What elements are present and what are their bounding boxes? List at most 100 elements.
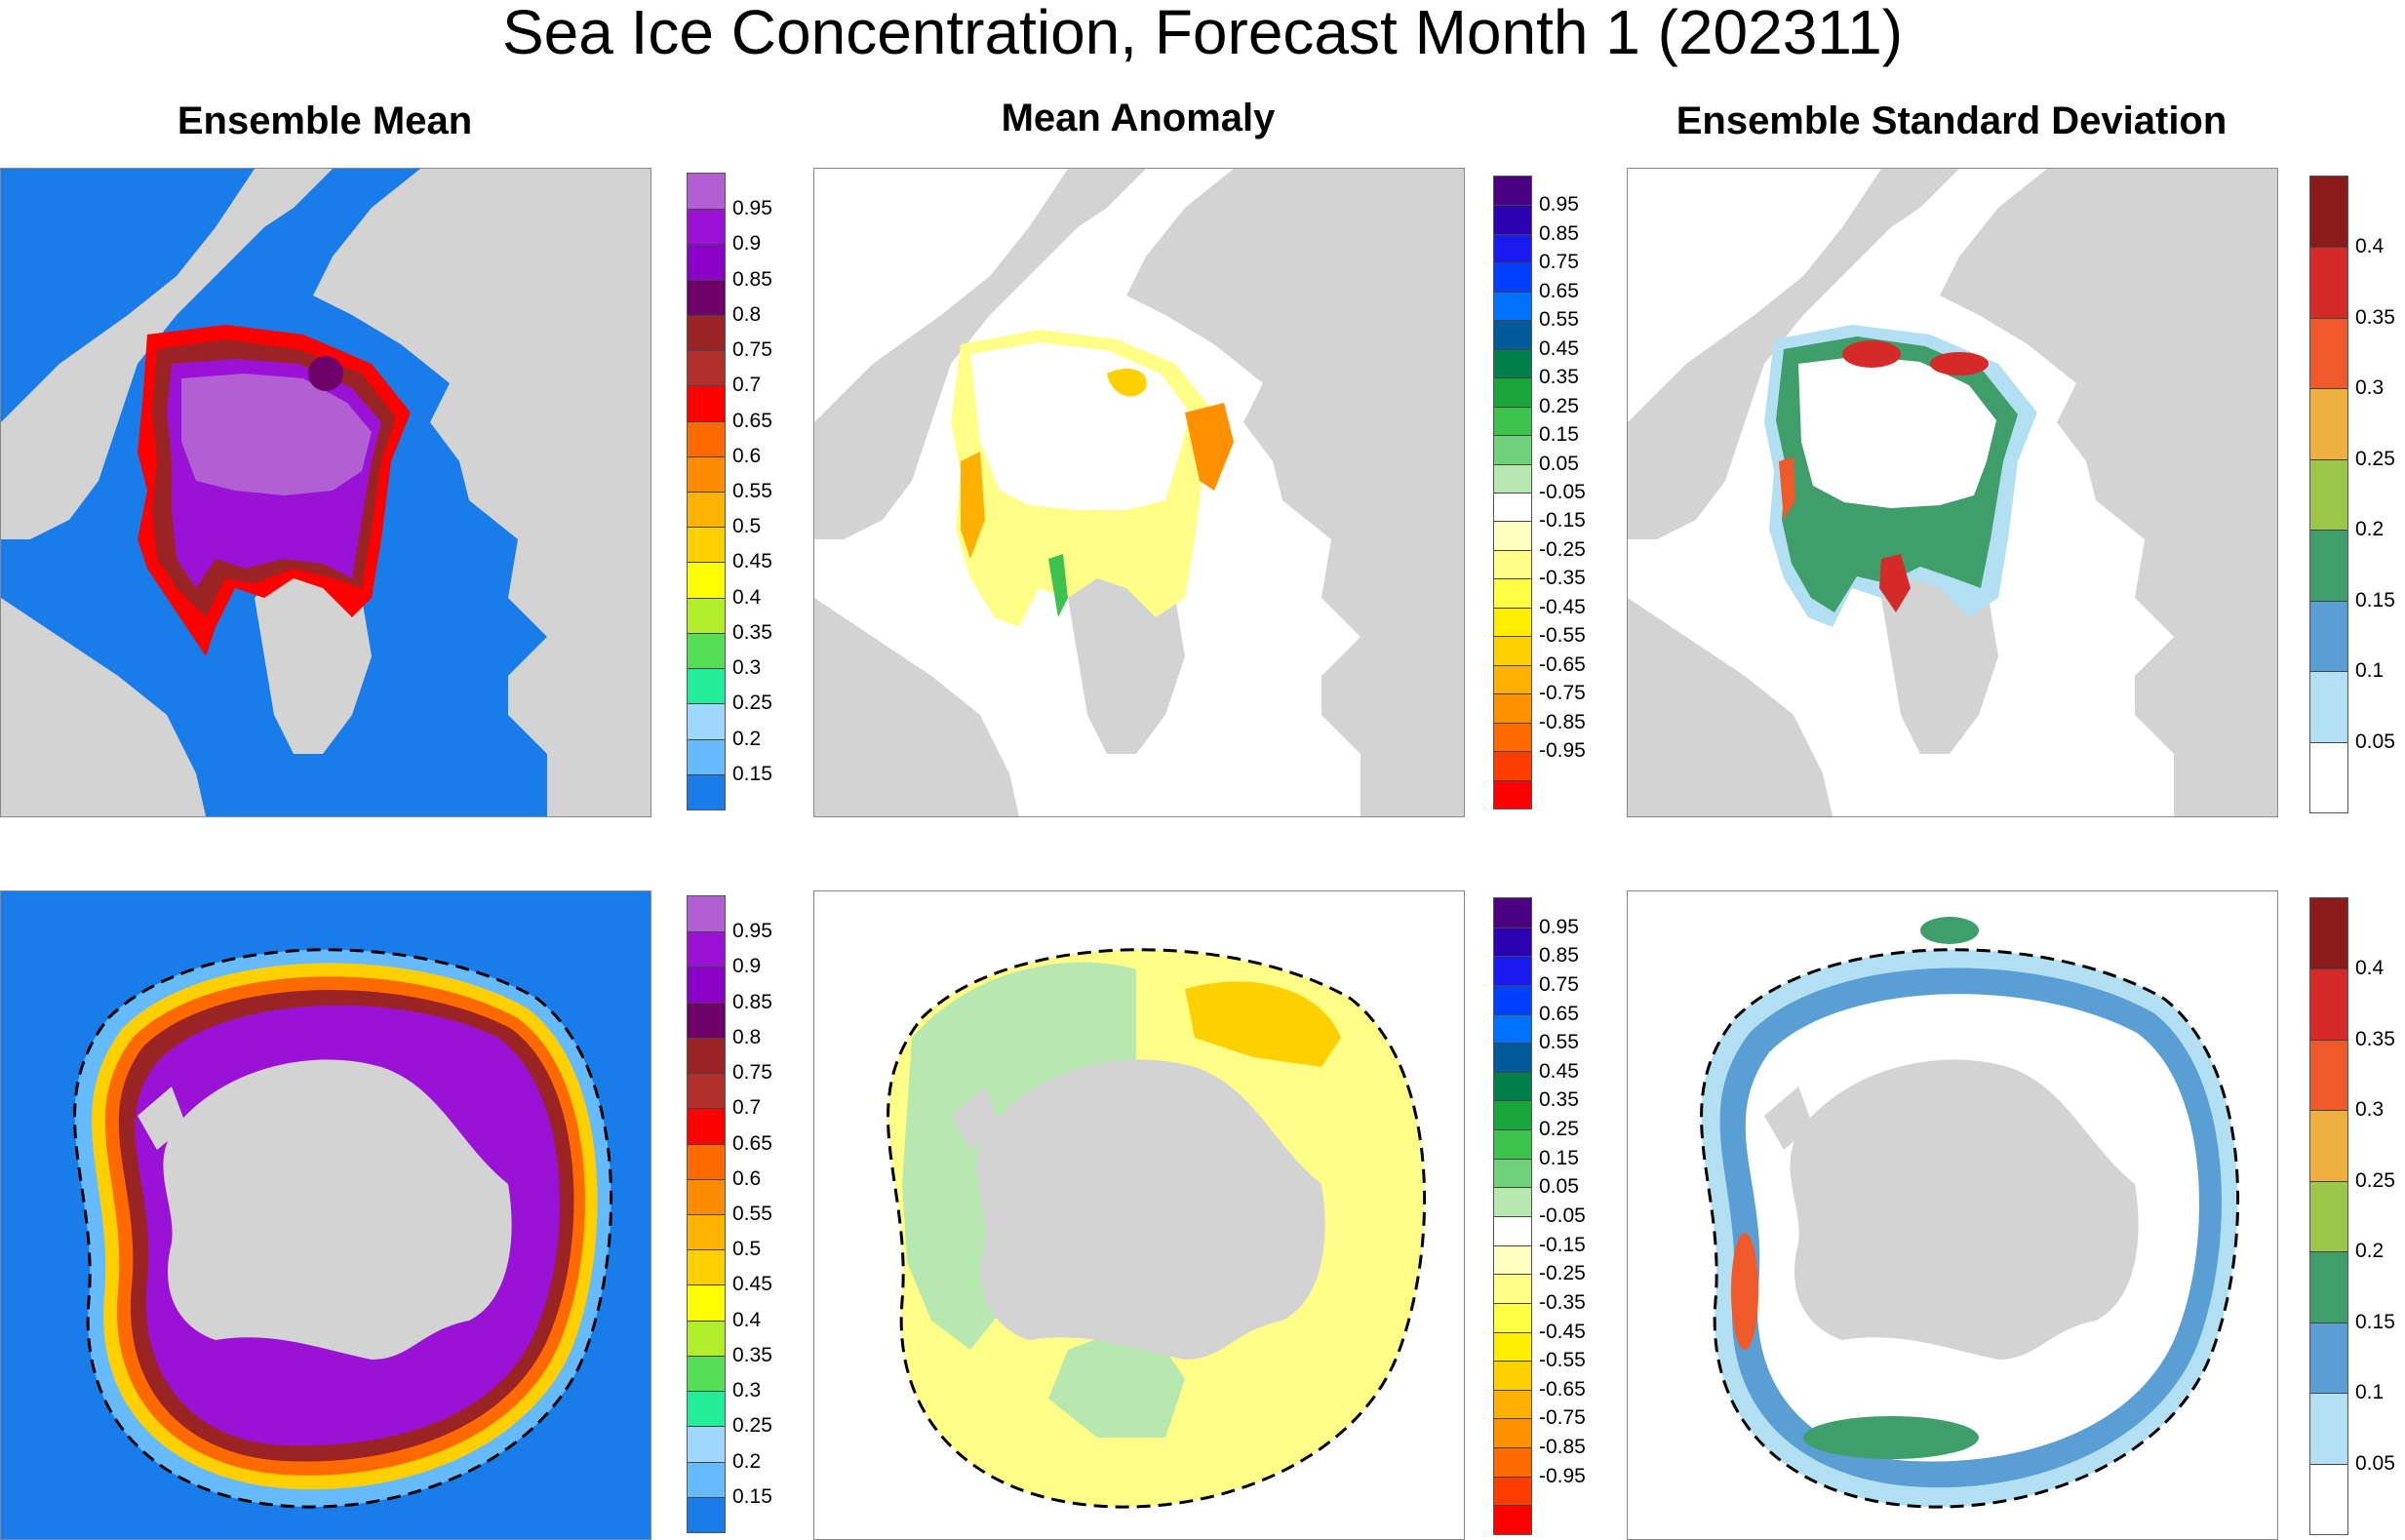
colorbar-swatch [1494,1071,1531,1101]
antarctic-anomaly-colorbar: 0.95 0.85 0.75 0.65 0.55 0.45 0.35 0.25 0.15 0.05… [1493,897,1586,1535]
colorbar-tick-label: 0.95 [1539,915,1579,938]
colorbar-swatch [2310,898,2347,969]
colorbar-swatch [688,738,725,774]
colorbar-swatch [1494,435,1531,464]
colorbar-swatch [688,527,725,563]
colorbar-swatch [1494,1361,1531,1390]
colorbar-tick-label: 0.9 [732,955,762,978]
colorbar-tick-label: -0.25 [1539,537,1586,561]
colorbar-tick-label: 0.65 [732,1131,772,1155]
colorbar-swatch [2310,530,2347,601]
colorbar-swatch [1494,262,1531,292]
colorbar-tick-label: 0.95 [732,920,772,943]
colorbar-swatch [688,1355,725,1392]
colorbar-tick-label: 0.95 [1539,193,1579,217]
colorbar-swatch [2310,458,2347,531]
colorbar-swatch [2310,968,2347,1040]
colorbar-tick-label: 0.2 [732,1449,762,1473]
colorbar-swatch [1494,1129,1531,1159]
colorbar-tick-label: -0.95 [1539,739,1586,763]
colorbar-tick-label: 0.65 [1539,279,1579,302]
colorbar-tick-label: 0.55 [1539,1031,1579,1054]
colorbar-tick-label: 0.15 [1539,423,1579,447]
colorbar-tick-label: 0.6 [732,1166,762,1190]
colorbar-tick-label: 0.25 [732,691,772,715]
colorbar-tick-label: 0.85 [1539,221,1579,245]
colorbar-swatch [1494,1418,1531,1448]
colorbar-swatch [1494,320,1531,349]
column-title-ensemble-std-dev: Ensemble Standard Deviation [1676,99,2228,142]
colorbar-tick-label: 0.3 [2355,1098,2385,1122]
colorbar-swatch [688,632,725,669]
colorbar-tick-label: 0.45 [732,550,772,573]
colorbar-tick-label: 0.9 [732,232,762,256]
colorbar-tick-label: 0.75 [732,338,772,362]
colorbar-swatch [1494,722,1531,752]
colorbar-swatch [688,350,725,386]
column-title-ensemble-mean: Ensemble Mean [177,99,473,142]
arctic-mean-colorbar: 0.95 0.9 0.85 0.8 0.75 0.7 0.65 0.6 0.55 0.5 0.45 0… [687,173,772,810]
colorbar-swatch [1494,607,1531,637]
colorbar-tick-label: 0.05 [2355,730,2395,753]
colorbar-swatch [2310,741,2347,812]
colorbar-swatch [2310,1039,2347,1111]
colorbar-swatch [1494,927,1531,957]
colorbar-swatch [688,562,725,598]
colorbar-tick-label: 0.35 [732,620,772,644]
colorbar-tick-label: 0.15 [1539,1146,1579,1169]
arctic-std-dev-map [1627,168,2278,817]
colorbar-swatch [688,1496,725,1532]
colorbar-tick-label: 0.25 [732,1414,772,1438]
colorbar-tick-label: 0.95 [732,197,772,220]
colorbar-swatch [2310,600,2347,672]
colorbar-tick-label: 0.3 [2355,376,2385,400]
colorbar-tick-label: -0.55 [1539,624,1586,648]
colorbar-tick-label: -0.85 [1539,1436,1586,1459]
colorbar-tick-label: -0.55 [1539,1349,1586,1372]
colorbar-swatch [688,209,725,245]
colorbar-tick-label: -0.15 [1539,1233,1586,1256]
colorbar-tick-label: 0.25 [1539,394,1579,417]
colorbar-swatch [1494,1100,1531,1130]
colorbar-swatch [1494,1331,1531,1362]
colorbar-tick-label: 0.35 [732,1343,772,1366]
arctic-anomaly-colorbar: 0.95 0.85 0.75 0.65 0.55 0.45 0.35 0.25 0.15 0.05… [1493,176,1586,809]
colorbar-tick-label: 0.1 [2355,659,2385,683]
antarctic-stdev-colorbar: 0.4 0.35 0.3 0.25 0.2 0.15 0.1 0.05 [2309,897,2395,1535]
arctic-stdev-colorbar: 0.4 0.35 0.3 0.25 0.2 0.15 0.1 0.05 [2309,176,2395,813]
colorbar-swatch [1494,1389,1531,1419]
colorbar-swatch [2310,1110,2347,1181]
colorbar-tick-label: 0.4 [2355,235,2385,258]
colorbar-tick-label: -0.15 [1539,509,1586,533]
colorbar-swatch [688,279,725,315]
antarctic-ensemble-mean-map [0,890,651,1540]
colorbar-swatch [688,385,725,421]
colorbar-tick-label: -0.75 [1539,682,1586,705]
colorbar-swatch [688,1073,725,1109]
colorbar-tick-label: -0.35 [1539,567,1586,590]
colorbar-swatch [688,773,725,809]
colorbar-tick-label: 0.7 [732,374,762,397]
colorbar-swatch [1494,636,1531,665]
colorbar-tick-label: 0.35 [1539,1088,1579,1112]
colorbar-tick-label: 0.4 [2355,957,2385,980]
colorbar-swatch [688,931,725,967]
colorbar-swatch [1494,233,1531,263]
colorbar-swatch [2310,247,2347,318]
colorbar-swatch [1494,956,1531,985]
colorbar-tick-label: 0.55 [732,480,772,502]
colorbar-tick-label: -0.95 [1539,1464,1586,1487]
colorbar-swatch [1494,578,1531,608]
colorbar-tick-label: -0.45 [1539,1320,1586,1343]
colorbar-swatch [688,1320,725,1356]
colorbar-tick-label: 0.45 [1539,1059,1579,1083]
colorbar-tick-label: 0.15 [2355,1310,2395,1333]
colorbar-tick-label: -0.45 [1539,595,1586,618]
colorbar-tick-label: 0.45 [1539,336,1579,360]
colorbar-swatch [688,896,725,932]
colorbar-swatch [1494,1216,1531,1245]
colorbar-tick-label: 0.15 [732,762,772,785]
colorbar-tick-label: 0.35 [1539,366,1579,389]
colorbar-swatch [1494,521,1531,550]
colorbar-swatch [1494,348,1531,378]
